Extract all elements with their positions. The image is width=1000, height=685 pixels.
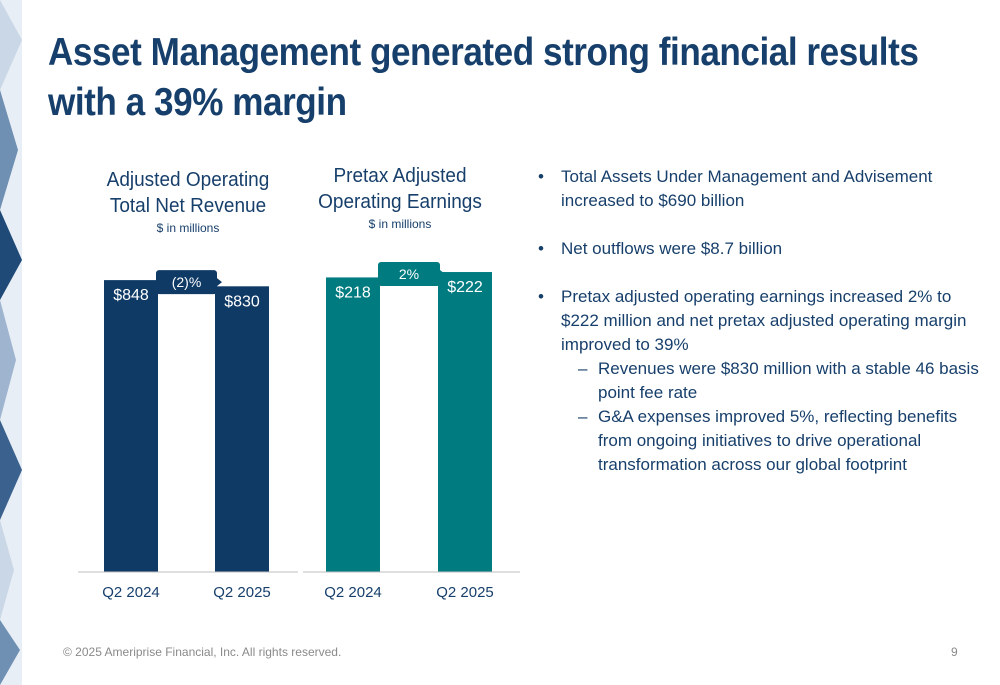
bullet-marker: •	[538, 239, 544, 258]
decorative-side-pattern	[0, 0, 22, 685]
earnings-chart-title-line2: Operating Earnings	[318, 191, 482, 213]
bullet-text: Total Assets Under Management and Advise…	[561, 167, 933, 210]
revenue-chart-subtitle: $ in millions	[156, 221, 220, 235]
earnings-chart-subtitle: $ in millions	[368, 217, 432, 231]
earnings-bar	[438, 272, 492, 572]
revenue-change-arrow	[217, 278, 222, 287]
revenue-chart-heading: Adjusted Operating Total Net Revenue $ i…	[88, 167, 288, 237]
sub-bullet-text: G&A expenses improved 5%, reflecting ben…	[598, 407, 958, 474]
revenue-change-label: (2)%	[172, 274, 202, 290]
bullet-marker: •	[538, 167, 544, 186]
page-number: 9	[951, 645, 958, 659]
sub-bullet-text: Revenues were $830 million with a stable…	[598, 359, 979, 402]
sub-bullet-marker: –	[578, 407, 588, 426]
copyright-footer: © 2025 Ameriprise Financial, Inc. All ri…	[63, 645, 342, 659]
sub-bullet-item: – Revenues were $830 million with a stab…	[532, 357, 982, 405]
earnings-category-label: Q2 2024	[324, 584, 382, 601]
earnings-change-label: 2%	[399, 266, 419, 282]
page-title-line1: Asset Management generated strong financ…	[48, 31, 919, 74]
bullet-text: Net outflows were $8.7 billion	[561, 239, 783, 258]
earnings-value-label: $218	[335, 284, 371, 301]
sub-bullet-marker: –	[578, 359, 588, 378]
earnings-chart-title-line1: Pretax Adjusted	[333, 165, 467, 187]
sub-bullet-item: – G&A expenses improved 5%, reflecting b…	[532, 405, 982, 477]
earnings-value-label: $222	[447, 279, 483, 296]
revenue-chart-title-line1: Adjusted Operating	[106, 169, 270, 191]
earnings-change-callout	[378, 262, 440, 287]
revenue-bar	[104, 280, 158, 572]
bullet-item: • Net outflows were $8.7 billion	[532, 237, 982, 261]
revenue-category-label: Q2 2024	[102, 584, 160, 601]
revenue-value-label: $830	[224, 293, 260, 310]
bullet-text: Pretax adjusted operating earnings incre…	[561, 287, 967, 354]
bullet-item: • Total Assets Under Management and Advi…	[532, 165, 982, 213]
page-title-line2: with a 39% margin	[48, 81, 347, 124]
revenue-bar	[215, 286, 269, 572]
revenue-value-label: $848	[113, 287, 149, 304]
page-title: Asset Management generated strong financ…	[48, 28, 966, 128]
earnings-chart-heading: Pretax Adjusted Operating Earnings $ in …	[300, 163, 500, 233]
earnings-bar	[326, 277, 380, 572]
bullet-marker: •	[538, 287, 544, 306]
revenue-chart-title-line2: Total Net Revenue	[109, 195, 267, 217]
bar-charts: $848 Q2 2024 $830 Q2 2025 (2)% $218 Q2 2024 $22…	[78, 262, 520, 601]
bullet-item: • Pretax adjusted operating earnings inc…	[532, 285, 982, 357]
revenue-category-label: Q2 2025	[213, 584, 271, 601]
earnings-category-label: Q2 2025	[436, 584, 494, 601]
revenue-change-callout	[156, 270, 217, 295]
bullet-list: • Total Assets Under Management and Advi…	[532, 165, 982, 477]
earnings-change-arrow	[440, 270, 445, 279]
